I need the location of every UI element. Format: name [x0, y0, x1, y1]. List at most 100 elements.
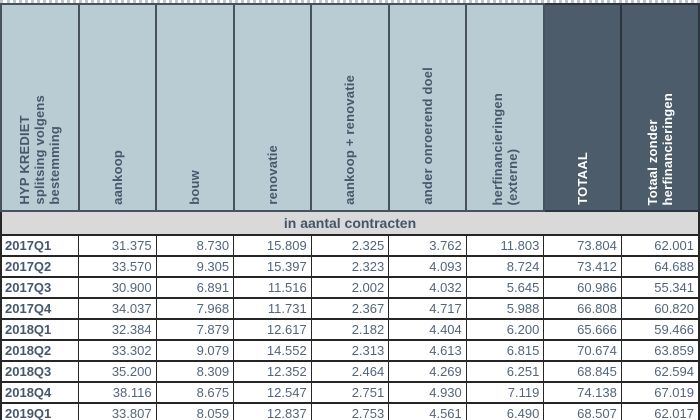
value-cell: 62.594 [620, 360, 700, 383]
column-header-ander-onroerend-doel: ander onroerend doel [387, 3, 468, 212]
value-cell: 30.900 [78, 276, 157, 299]
header-row: HYP KREDIET splitsing volgens bestemming… [0, 3, 700, 212]
value-cell: 11.731 [233, 297, 312, 320]
column-header-totaal: TOTAAL [542, 3, 623, 212]
column-header-herfinancieringen: herfinancieringen (externe) [465, 3, 545, 212]
value-cell: 12.837 [233, 402, 312, 420]
table-row: 2019Q1 33.807 8.059 12.837 2.753 4.561 6.490 68… [0, 402, 700, 420]
column-header-bouw: bouw [155, 3, 235, 212]
value-cell: 35.200 [78, 360, 157, 383]
value-cell: 2.002 [310, 276, 390, 299]
value-cell: 38.116 [78, 381, 157, 404]
value-cell: 4.930 [388, 381, 467, 404]
quarter-cell: 2019Q1 [0, 402, 80, 420]
value-cell: 73.804 [543, 234, 622, 257]
value-cell: 33.570 [78, 255, 157, 278]
value-cell: 33.302 [78, 339, 157, 362]
quarter-cell: 2018Q1 [0, 318, 80, 341]
table-row: 2018Q3 35.200 8.309 12.352 2.464 4.269 6.251 68… [0, 360, 700, 383]
value-cell: 2.325 [310, 234, 390, 257]
value-cell: 11.516 [233, 276, 312, 299]
value-cell: 74.138 [543, 381, 622, 404]
quarter-cell: 2017Q4 [0, 297, 80, 320]
column-label: TOTAAL [575, 152, 591, 205]
table-row: 2017Q2 33.570 9.305 15.397 2.323 4.093 8.724 73… [0, 255, 700, 278]
table-body: in aantal contracten 2017Q1 31.375 8.730 15… [0, 210, 700, 420]
table-row: 2017Q1 31.375 8.730 15.809 2.325 3.762 11.803 7… [0, 234, 700, 257]
value-cell: 34.037 [78, 297, 157, 320]
value-cell: 6.490 [465, 402, 545, 420]
value-cell: 2.753 [310, 402, 390, 420]
value-cell: 11.803 [465, 234, 545, 257]
value-cell: 15.397 [233, 255, 312, 278]
corner-label: HYP KREDIET splitsing volgens bestemming [17, 95, 63, 205]
value-cell: 62.001 [620, 234, 700, 257]
table-row: 2018Q2 33.302 9.079 14.552 2.313 4.613 6.815 70… [0, 339, 700, 362]
value-cell: 32.384 [78, 318, 157, 341]
value-cell: 4.093 [388, 255, 467, 278]
value-cell: 9.079 [155, 339, 235, 362]
value-cell: 8.309 [155, 360, 235, 383]
value-cell: 15.809 [233, 234, 312, 257]
column-header-totaal-zonder-herfinancieringen: Totaal zonder herfinancieringen [620, 3, 700, 212]
value-cell: 60.820 [620, 297, 700, 320]
value-cell: 2.323 [310, 255, 390, 278]
column-label: aankoop + renovatie [342, 75, 358, 205]
table-row: 2017Q4 34.037 7.968 11.731 2.367 4.717 5.988 66… [0, 297, 700, 320]
quarter-cell: 2017Q1 [0, 234, 80, 257]
column-header-aankoop: aankoop [77, 3, 158, 212]
table-row: 2018Q4 38.116 8.675 12.547 2.751 4.930 7.119 74… [0, 381, 700, 404]
value-cell: 55.341 [620, 276, 700, 299]
value-cell: 6.251 [465, 360, 545, 383]
column-label: bouw [187, 170, 203, 205]
value-cell: 7.968 [155, 297, 235, 320]
value-cell: 67.019 [620, 381, 700, 404]
value-cell: 6.815 [465, 339, 545, 362]
value-cell: 64.688 [620, 255, 700, 278]
value-cell: 68.845 [543, 360, 622, 383]
value-cell: 2.464 [310, 360, 390, 383]
value-cell: 2.367 [310, 297, 390, 320]
data-table: HYP KREDIET splitsing volgens bestemming… [0, 3, 700, 420]
value-cell: 65.666 [543, 318, 622, 341]
value-cell: 8.059 [155, 402, 235, 420]
value-cell: 12.547 [233, 381, 312, 404]
value-cell: 4.404 [388, 318, 467, 341]
value-cell: 8.675 [155, 381, 235, 404]
value-cell: 73.412 [543, 255, 622, 278]
banner-row: in aantal contracten [0, 210, 700, 236]
value-cell: 66.808 [543, 297, 622, 320]
value-cell: 12.617 [233, 318, 312, 341]
table-row: 2018Q1 32.384 7.879 12.617 2.182 4.404 6.200 65… [0, 318, 700, 341]
value-cell: 6.891 [155, 276, 235, 299]
column-label: ander onroerend doel [419, 67, 435, 205]
value-cell: 3.762 [388, 234, 467, 257]
value-cell: 7.879 [155, 318, 235, 341]
value-cell: 33.807 [78, 402, 157, 420]
quarter-cell: 2018Q2 [0, 339, 80, 362]
value-cell: 4.269 [388, 360, 467, 383]
value-cell: 4.717 [388, 297, 467, 320]
value-cell: 6.200 [465, 318, 545, 341]
table-row: 2017Q3 30.900 6.891 11.516 2.002 4.032 5.645 60… [0, 276, 700, 299]
value-cell: 2.182 [310, 318, 390, 341]
value-cell: 2.751 [310, 381, 390, 404]
column-label: aankoop [109, 150, 125, 205]
value-cell: 8.724 [465, 255, 545, 278]
value-cell: 60.986 [543, 276, 622, 299]
value-cell: 59.466 [620, 318, 700, 341]
value-cell: 4.561 [388, 402, 467, 420]
value-cell: 2.313 [310, 339, 390, 362]
column-header-aankoop-renovatie: aankoop + renovatie [310, 3, 390, 212]
quarter-cell: 2018Q3 [0, 360, 80, 383]
column-label: herfinancieringen (externe) [489, 92, 521, 205]
quarter-cell: 2018Q4 [0, 381, 80, 404]
value-cell: 14.552 [233, 339, 312, 362]
value-cell: 63.859 [620, 339, 700, 362]
value-cell: 62.017 [620, 402, 700, 420]
value-cell: 5.645 [465, 276, 545, 299]
value-cell: 31.375 [78, 234, 157, 257]
value-cell: 70.674 [543, 339, 622, 362]
quarter-cell: 2017Q2 [0, 255, 80, 278]
